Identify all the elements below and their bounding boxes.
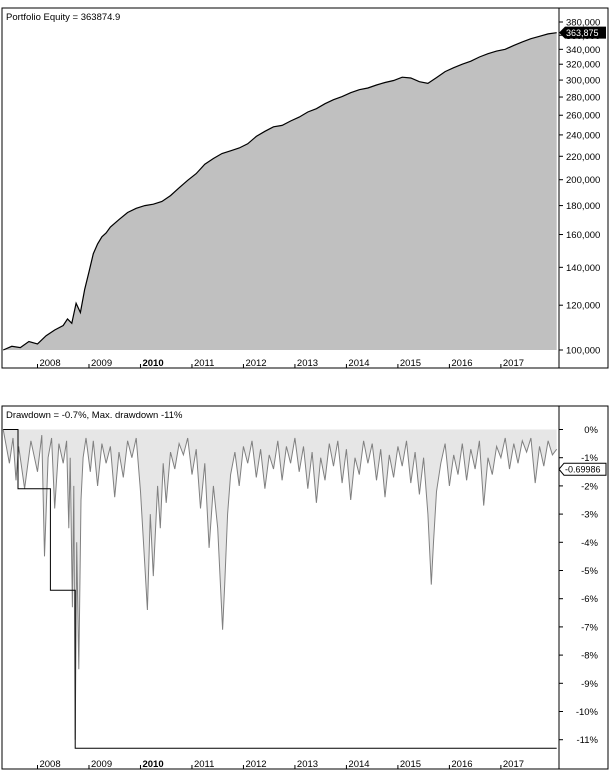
equity-xtick-label: 2015 [400, 358, 421, 369]
equity-ytick-label: 200,000 [566, 175, 600, 186]
drawdown-xtick-label: 2015 [400, 759, 421, 770]
drawdown-ytick-label: -1% [581, 453, 598, 464]
drawdown-ytick-label: -7% [581, 622, 598, 633]
drawdown-title: Drawdown = -0.7%, Max. drawdown -11% [6, 410, 183, 421]
equity-ytick-label: 240,000 [566, 130, 600, 141]
equity-xtick-label: 2014 [348, 358, 369, 369]
drawdown-badge-text: -0.69986 [565, 465, 601, 475]
equity-ytick-label: 220,000 [566, 152, 600, 163]
equity-xtick-label: 2013 [297, 358, 318, 369]
drawdown-ytick-label: -8% [581, 651, 598, 662]
drawdown-ytick-label: -10% [576, 707, 599, 718]
equity-xtick-label: 2017 [503, 358, 524, 369]
drawdown-ytick-label: -9% [581, 679, 598, 690]
drawdown-xtick-label: 2012 [245, 759, 266, 770]
equity-xtick-label: 2009 [91, 358, 112, 369]
equity-line [2, 32, 557, 351]
equity-xtick-label: 2010 [142, 358, 163, 369]
equity-ytick-label: 260,000 [566, 111, 600, 122]
equity-ytick-label: 320,000 [566, 60, 600, 71]
drawdown-ytick-label: -6% [581, 594, 598, 605]
drawdown-y-axis: 0% -1% -2% -3% -4% -5% -6% -7% -8% -9% -10% -11% [559, 425, 599, 746]
equity-ytick-label: 100,000 [566, 346, 600, 357]
equity-xtick-label: 2012 [245, 358, 266, 369]
drawdown-ytick-label: -11% [577, 735, 599, 746]
equity-xtick-label: 2011 [194, 358, 214, 369]
drawdown-xtick-label: 2011 [194, 759, 214, 770]
drawdown-xtick-label: 2016 [451, 759, 472, 770]
equity-badge-text: 363,875 [566, 28, 599, 38]
drawdown-last-value-badge: -0.69986 [558, 462, 607, 476]
equity-area [3, 32, 557, 350]
drawdown-xtick-label: 2013 [297, 759, 318, 770]
equity-panel: Portfolio Equity = 363874.9 100,000 120,0… [1, 7, 609, 369]
drawdown-panel: Drawdown = -0.7%, Max. drawdown -11% 0% -… [1, 405, 609, 770]
equity-axis-frame [558, 7, 609, 369]
drawdown-ytick-label: -3% [581, 510, 598, 521]
equity-title: Portfolio Equity = 363874.9 [6, 12, 120, 23]
drawdown-ytick-label: -4% [581, 538, 598, 549]
drawdown-xtick-label: 2010 [142, 759, 163, 770]
drawdown-xtick-label: 2009 [91, 759, 112, 770]
equity-xtick-label: 2016 [451, 358, 472, 369]
drawdown-ytick-label: 0% [584, 425, 598, 436]
drawdown-line [2, 429, 558, 740]
equity-ytick-label: 380,000 [566, 18, 600, 29]
max-drawdown-line [3, 429, 557, 749]
drawdown-xtick-label: 2008 [39, 759, 60, 770]
equity-ytick-label: 340,000 [566, 45, 600, 56]
drawdown-xtick-label: 2017 [503, 759, 524, 770]
drawdown-ytick-label: -2% [581, 481, 598, 492]
drawdown-badge-shape [558, 462, 607, 476]
equity-ytick-label: 160,000 [566, 230, 600, 241]
equity-ytick-label: 140,000 [566, 263, 600, 274]
drawdown-x-axis: 2008 2009 2010 2011 2012 2013 2014 2015 2016 2017 [36, 759, 524, 770]
equity-last-value-badge: 363,875 [559, 26, 606, 39]
equity-ytick-label: 280,000 [566, 93, 600, 104]
drawdown-xtick-label: 2014 [348, 759, 369, 770]
equity-ytick-label: 180,000 [566, 201, 600, 212]
equity-ytick-label: 120,000 [566, 301, 600, 312]
equity-badge-shape [559, 26, 606, 39]
equity-ytick-label: 300,000 [566, 76, 600, 87]
equity-x-axis: 2008 2009 2010 2011 2012 2013 2014 2015 2016 2017 [36, 358, 524, 369]
drawdown-ytick-label: -5% [581, 566, 598, 577]
equity-xtick-label: 2008 [39, 358, 60, 369]
